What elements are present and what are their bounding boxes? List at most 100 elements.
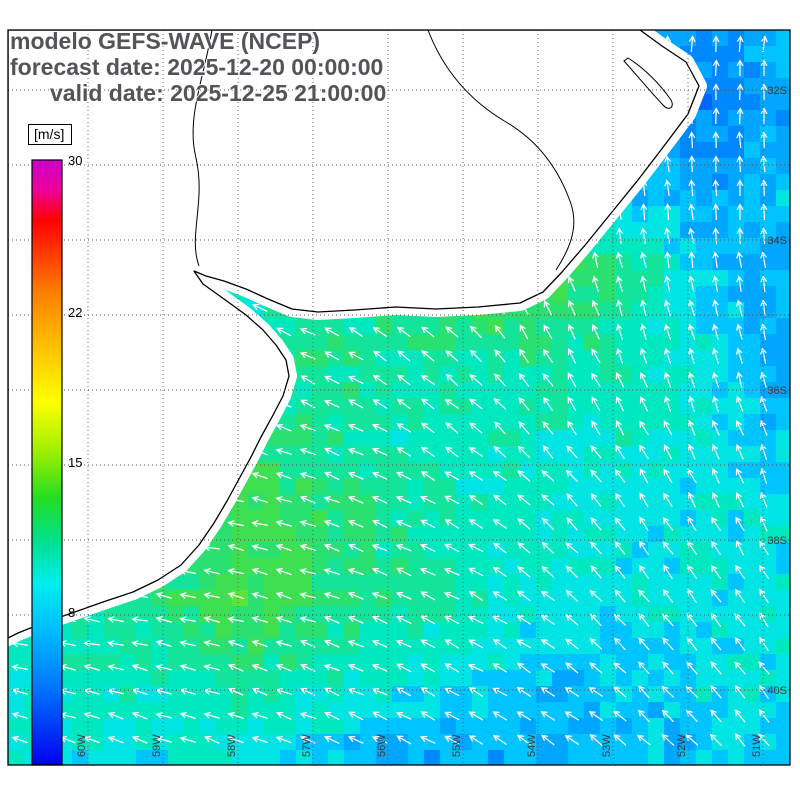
wave-height-cell — [552, 494, 569, 511]
wave-height-cell — [184, 574, 201, 591]
wave-height-cell — [744, 238, 761, 255]
wave-height-cell — [568, 350, 585, 367]
wave-height-cell — [536, 670, 553, 687]
wave-height-cell — [760, 398, 777, 415]
wave-height-cell — [360, 446, 377, 463]
wave-height-cell — [696, 430, 713, 447]
wave-height-cell — [344, 718, 361, 735]
wave-height-cell — [776, 174, 790, 191]
wave-height-cell — [600, 302, 617, 319]
wave-height-cell — [648, 606, 665, 623]
wave-height-cell — [312, 558, 329, 575]
wave-height-cell — [248, 526, 265, 543]
wave-height-cell — [424, 750, 441, 765]
wave-height-cell — [600, 606, 617, 623]
wave-height-cell — [440, 414, 457, 431]
wave-height-cell — [456, 526, 473, 543]
wave-height-cell — [488, 350, 505, 367]
wave-height-cell — [696, 94, 713, 111]
wave-height-cell — [520, 510, 537, 527]
wave-height-cell — [664, 542, 681, 559]
wave-height-cell — [360, 638, 377, 655]
wave-height-cell — [184, 702, 201, 719]
wave-height-cell — [488, 398, 505, 415]
wave-height-cell — [184, 638, 201, 655]
wave-direction-arrow — [736, 35, 744, 53]
wave-height-cell — [360, 430, 377, 447]
wave-height-cell — [632, 254, 649, 271]
wave-height-cell — [344, 366, 361, 383]
wave-height-cell — [776, 254, 790, 271]
wave-height-cell — [616, 574, 633, 591]
wave-height-cell — [648, 670, 665, 687]
wave-height-cell — [280, 702, 297, 719]
colorbar-gradient — [31, 159, 63, 766]
wave-height-cell — [520, 622, 537, 639]
wave-height-cell — [472, 670, 489, 687]
wave-height-cell — [600, 430, 617, 447]
wave-height-cell — [664, 430, 681, 447]
wave-height-cell — [568, 494, 585, 511]
wave-height-cell — [616, 702, 633, 719]
wave-height-cell — [232, 510, 249, 527]
wave-height-cell — [472, 366, 489, 383]
wave-height-cell — [392, 430, 409, 447]
wave-height-cell — [456, 670, 473, 687]
wave-height-cell — [472, 318, 489, 335]
wave-height-cell — [216, 702, 233, 719]
wave-height-cell — [744, 142, 761, 159]
wave-height-cell — [664, 238, 681, 255]
longitude-label: 54W — [526, 734, 538, 757]
wave-direction-arrow — [760, 59, 768, 77]
wave-height-cell — [424, 366, 441, 383]
wave-height-cell — [216, 718, 233, 735]
wave-height-cell — [712, 462, 729, 479]
wave-height-cell — [776, 670, 790, 687]
wave-height-cell — [88, 702, 105, 719]
wave-height-cell — [776, 686, 790, 703]
wave-height-cell — [8, 670, 25, 687]
wave-height-cell — [632, 398, 649, 415]
wave-height-cell — [600, 558, 617, 575]
wave-height-cell — [360, 702, 377, 719]
wave-height-cell — [104, 718, 121, 735]
wave-height-cell — [600, 542, 617, 559]
wave-height-cell — [552, 366, 569, 383]
wave-height-cell — [600, 318, 617, 335]
wave-height-cell — [536, 302, 553, 319]
wave-height-cell — [504, 334, 521, 351]
wave-height-cell — [232, 718, 249, 735]
wave-height-cell — [72, 622, 89, 639]
wave-height-cell — [520, 302, 537, 319]
wave-height-cell — [504, 750, 521, 765]
wave-height-cell — [344, 750, 361, 765]
wave-height-cell — [712, 478, 729, 495]
wave-height-cell — [456, 718, 473, 735]
wave-height-cell — [72, 686, 89, 703]
wave-height-cell — [392, 526, 409, 543]
wave-height-cell — [168, 654, 185, 671]
wave-height-cell — [424, 558, 441, 575]
wave-height-cell — [232, 494, 249, 511]
wave-height-cell — [552, 670, 569, 687]
wave-height-cell — [264, 558, 281, 575]
wave-height-cell — [264, 462, 281, 479]
wave-height-cell — [328, 558, 345, 575]
wave-height-cell — [616, 478, 633, 495]
wave-height-cell — [712, 494, 729, 511]
wave-height-cell — [696, 542, 713, 559]
wave-height-cell — [248, 702, 265, 719]
wave-height-cell — [424, 414, 441, 431]
wave-height-cell — [328, 654, 345, 671]
wave-height-cell — [392, 734, 409, 751]
wave-height-cell — [296, 702, 313, 719]
wave-height-cell — [120, 638, 137, 655]
wave-height-cell — [488, 462, 505, 479]
wave-direction-arrow — [712, 83, 720, 101]
wave-height-cell — [584, 430, 601, 447]
wave-height-cell — [648, 366, 665, 383]
wave-height-cell — [744, 526, 761, 543]
wave-height-cell — [744, 430, 761, 447]
wave-height-cell — [312, 494, 329, 511]
wave-height-cell — [776, 350, 790, 367]
